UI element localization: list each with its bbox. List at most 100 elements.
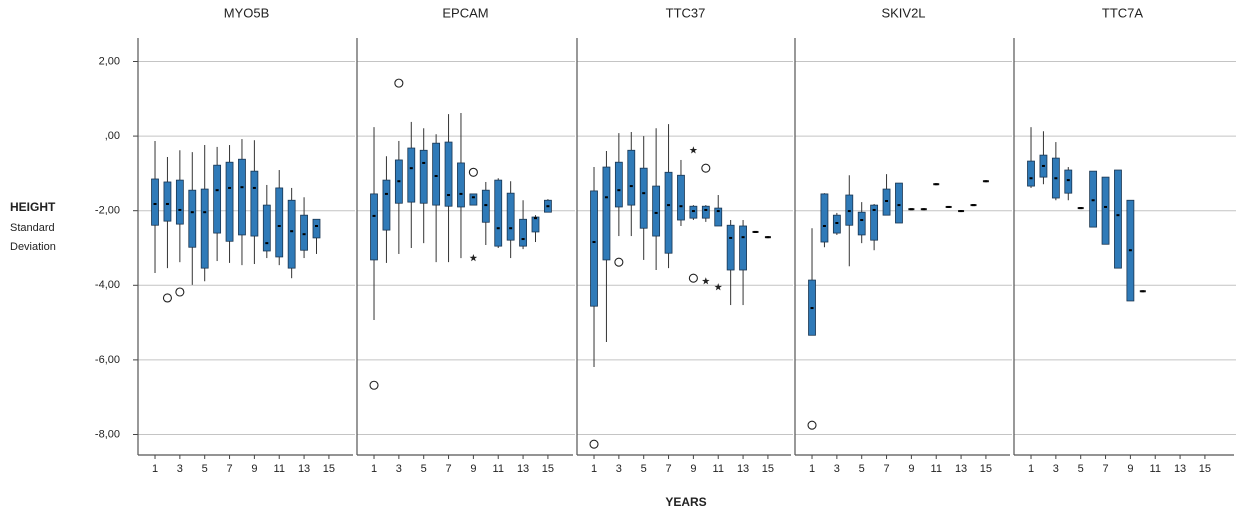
x-tick-label: 1 bbox=[152, 463, 158, 475]
x-tick-label: 5 bbox=[859, 463, 865, 475]
box bbox=[419, 149, 428, 204]
x-axis-label: YEARS bbox=[665, 495, 706, 509]
y-tick-label: ,00 bbox=[105, 130, 120, 142]
box bbox=[701, 205, 710, 219]
outlier bbox=[701, 163, 711, 173]
box bbox=[469, 193, 478, 206]
box bbox=[519, 218, 527, 247]
x-tick-label: 11 bbox=[1150, 463, 1161, 475]
box bbox=[590, 190, 598, 307]
box bbox=[602, 166, 611, 261]
panel-title: SKIV2L bbox=[881, 5, 925, 20]
outlier-extreme bbox=[714, 283, 723, 291]
y-tick-label: -8,00 bbox=[95, 428, 120, 440]
box bbox=[287, 199, 296, 269]
x-tick-label: 9 bbox=[470, 463, 476, 475]
panel-title: EPCAM bbox=[442, 5, 488, 20]
x-tick-label: 9 bbox=[690, 463, 696, 475]
box bbox=[312, 218, 321, 239]
box bbox=[238, 158, 246, 236]
x-tick-label: 13 bbox=[1174, 463, 1186, 475]
x-tick-label: 15 bbox=[542, 463, 554, 475]
box bbox=[300, 214, 308, 251]
outlier-extreme bbox=[689, 146, 698, 154]
box bbox=[857, 211, 866, 236]
x-tick-label: 5 bbox=[1078, 463, 1084, 475]
box bbox=[175, 179, 184, 225]
box bbox=[627, 149, 636, 206]
x-tick-label: 15 bbox=[1199, 463, 1211, 475]
x-tick-label: 13 bbox=[298, 463, 310, 475]
x-tick-label: 11 bbox=[493, 463, 504, 475]
box bbox=[726, 224, 735, 271]
box bbox=[481, 189, 490, 223]
box bbox=[870, 204, 879, 241]
x-tick-label: 15 bbox=[323, 463, 335, 475]
box bbox=[739, 225, 747, 271]
box bbox=[1089, 170, 1098, 228]
x-tick-label: 13 bbox=[737, 463, 749, 475]
x-tick-label: 9 bbox=[1127, 463, 1133, 475]
x-tick-label: 3 bbox=[1053, 463, 1059, 475]
outlier bbox=[589, 439, 599, 449]
x-tick-label: 5 bbox=[421, 463, 427, 475]
y-tick-label: 2,00 bbox=[99, 55, 120, 67]
box bbox=[188, 189, 197, 248]
y-axis-label: HEIGHT bbox=[10, 200, 56, 214]
box bbox=[213, 164, 222, 234]
y-axis-label: Standard bbox=[10, 222, 55, 234]
x-tick-label: 9 bbox=[908, 463, 914, 475]
box bbox=[250, 170, 259, 237]
box bbox=[200, 188, 209, 269]
panel-title: MYO5B bbox=[224, 5, 270, 20]
box bbox=[382, 179, 391, 231]
x-tick-label: 9 bbox=[251, 463, 257, 475]
outlier bbox=[468, 167, 478, 177]
outlier bbox=[162, 293, 172, 303]
panel-title: TTC7A bbox=[1102, 5, 1144, 20]
box bbox=[163, 181, 172, 222]
box bbox=[457, 162, 465, 208]
x-tick-label: 13 bbox=[955, 463, 967, 475]
x-tick-label: 3 bbox=[396, 463, 402, 475]
x-tick-label: 1 bbox=[1028, 463, 1034, 475]
box bbox=[407, 147, 416, 203]
outlier bbox=[175, 287, 185, 297]
box bbox=[882, 188, 891, 216]
x-tick-label: 5 bbox=[641, 463, 647, 475]
x-tick-label: 15 bbox=[980, 463, 992, 475]
box bbox=[1114, 169, 1122, 269]
x-tick-label: 5 bbox=[202, 463, 208, 475]
x-tick-label: 7 bbox=[665, 463, 671, 475]
box bbox=[714, 207, 723, 227]
box bbox=[432, 142, 441, 206]
y-tick-label: -2,00 bbox=[95, 205, 120, 217]
x-tick-label: 3 bbox=[616, 463, 622, 475]
outlier-extreme bbox=[469, 254, 478, 262]
box bbox=[370, 193, 378, 261]
box bbox=[1064, 169, 1073, 194]
x-tick-label: 15 bbox=[762, 463, 774, 475]
x-tick-label: 11 bbox=[713, 463, 724, 475]
x-tick-label: 7 bbox=[1102, 463, 1108, 475]
box bbox=[1101, 176, 1110, 245]
x-tick-label: 11 bbox=[931, 463, 942, 475]
box bbox=[820, 193, 829, 243]
x-tick-label: 3 bbox=[177, 463, 183, 475]
box bbox=[832, 214, 841, 234]
box bbox=[275, 187, 284, 258]
x-tick-label: 11 bbox=[274, 463, 285, 475]
x-tick-label: 7 bbox=[445, 463, 451, 475]
box bbox=[652, 185, 661, 237]
y-axis-label: Deviation bbox=[10, 241, 56, 253]
outlier bbox=[688, 273, 698, 283]
box bbox=[444, 141, 453, 207]
y-tick-label: -6,00 bbox=[95, 354, 120, 366]
x-tick-label: 1 bbox=[809, 463, 815, 475]
panel-title: TTC37 bbox=[666, 5, 706, 20]
x-tick-label: 1 bbox=[591, 463, 597, 475]
box bbox=[895, 182, 903, 224]
x-tick-label: 7 bbox=[226, 463, 232, 475]
box bbox=[151, 178, 159, 226]
